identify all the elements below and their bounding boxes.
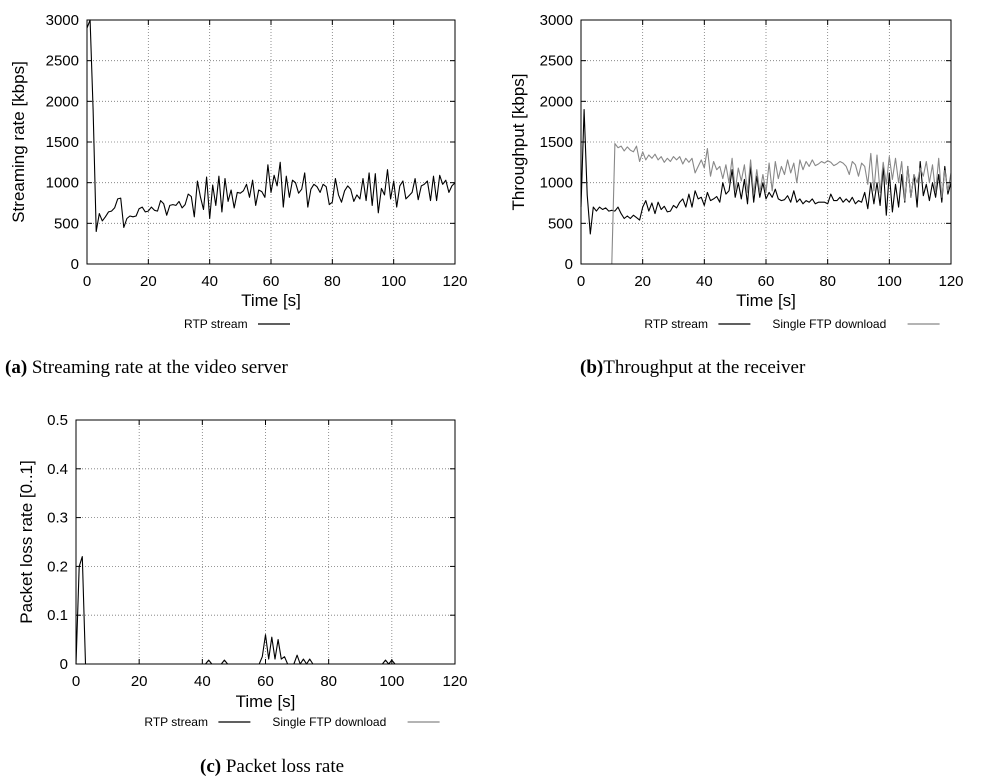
y-tick-label: 0.1	[47, 607, 68, 624]
legend-label: RTP stream	[144, 715, 208, 729]
x-axis-label: Time [s]	[736, 291, 796, 310]
legend-label: RTP stream	[184, 317, 248, 331]
panel-b-throughput: 0 20 40 60 80 100 120 0 500 1000 1500 2000 2500 3000 T…	[509, 12, 964, 378]
y-tick-label: 0	[60, 656, 68, 673]
x-tick-label: 80	[320, 673, 337, 690]
x-tick-label: 20	[634, 273, 651, 290]
y-tick-label: 1000	[540, 175, 573, 192]
caption-tag: (c)	[200, 756, 221, 777]
y-tick-label: 2500	[540, 53, 573, 70]
x-axis-label: Time [s]	[241, 291, 301, 310]
caption: (c) Packet loss rate	[200, 756, 344, 777]
caption-text: Streaming rate at the video server	[27, 357, 288, 378]
y-tick-label: 2000	[540, 93, 573, 110]
x-axis-label: Time [s]	[236, 692, 296, 711]
x-tick-label: 80	[819, 273, 836, 290]
caption: (a) Streaming rate at the video server	[5, 357, 288, 378]
caption-tag: (b)	[580, 357, 603, 378]
x-tick-label: 80	[324, 273, 341, 290]
y-axis-label: Streaming rate [kbps]	[9, 61, 28, 223]
x-tick-label: 20	[140, 273, 157, 290]
y-tick-label: 500	[548, 215, 573, 232]
series-line-rtp-stream	[75, 556, 396, 665]
series-line-single-ftp-download	[611, 143, 952, 265]
series-line-rtp-stream	[580, 108, 952, 235]
panel-a-streaming-rate: 0 20 40 60 80 100 120 0 500 1000 1500 2000 2500 3000 T…	[5, 12, 468, 378]
y-tick-label: 0.5	[47, 412, 68, 429]
y-tick-label: 0.4	[47, 461, 68, 478]
x-tick-label: 40	[201, 273, 218, 290]
y-tick-label: 1500	[540, 134, 573, 151]
caption-text: Throughput at the receiver	[603, 357, 806, 378]
y-tick-label: 2000	[46, 93, 79, 110]
y-tick-label: 2500	[46, 53, 79, 70]
y-tick-label: 1500	[46, 134, 79, 151]
legend: RTP stream Single FTP download	[144, 715, 440, 729]
x-tick-label: 0	[72, 673, 80, 690]
y-tick-label: 500	[54, 215, 79, 232]
grid-lines	[581, 20, 951, 264]
x-tick-label: 60	[758, 273, 775, 290]
series-line-rtp-stream	[86, 19, 456, 233]
y-axis-label: Packet loss rate [0..1]	[17, 460, 36, 623]
panel-c-packet-loss: 0 20 40 60 80 100 120 0 0.1 0.2 0.3 0.4 0.5 Time [s] P…	[17, 412, 468, 777]
caption-text: Packet loss rate	[221, 756, 344, 777]
x-tick-label: 100	[877, 273, 902, 290]
legend-label: RTP stream	[644, 317, 708, 331]
y-axis-label: Throughput [kbps]	[509, 73, 528, 210]
x-tick-label: 0	[577, 273, 585, 290]
grid-lines	[87, 20, 455, 264]
y-tick-label: 3000	[46, 12, 79, 29]
x-tick-label: 20	[131, 673, 148, 690]
x-tick-label: 120	[442, 273, 467, 290]
x-tick-label: 120	[938, 273, 963, 290]
x-tick-label: 40	[194, 673, 211, 690]
y-tick-label: 0	[71, 256, 79, 273]
x-tick-label: 100	[379, 673, 404, 690]
y-tick-label: 0.2	[47, 558, 68, 575]
legend-label: Single FTP download	[772, 317, 886, 331]
x-tick-label: 60	[263, 273, 280, 290]
y-tick-label: 0.3	[47, 510, 68, 527]
x-tick-label: 0	[83, 273, 91, 290]
x-tick-label: 120	[442, 673, 467, 690]
grid-lines	[76, 420, 455, 664]
x-tick-label: 60	[257, 673, 274, 690]
x-tick-label: 40	[696, 273, 713, 290]
x-tick-label: 100	[381, 273, 406, 290]
caption-tag: (a)	[5, 357, 27, 378]
legend-label: Single FTP download	[272, 715, 386, 729]
legend: RTP stream	[184, 317, 290, 331]
caption: (b)Throughput at the receiver	[580, 357, 806, 378]
legend: RTP stream Single FTP download	[644, 317, 940, 331]
y-tick-label: 1000	[46, 175, 79, 192]
y-tick-label: 0	[565, 256, 573, 273]
y-tick-label: 3000	[540, 12, 573, 29]
